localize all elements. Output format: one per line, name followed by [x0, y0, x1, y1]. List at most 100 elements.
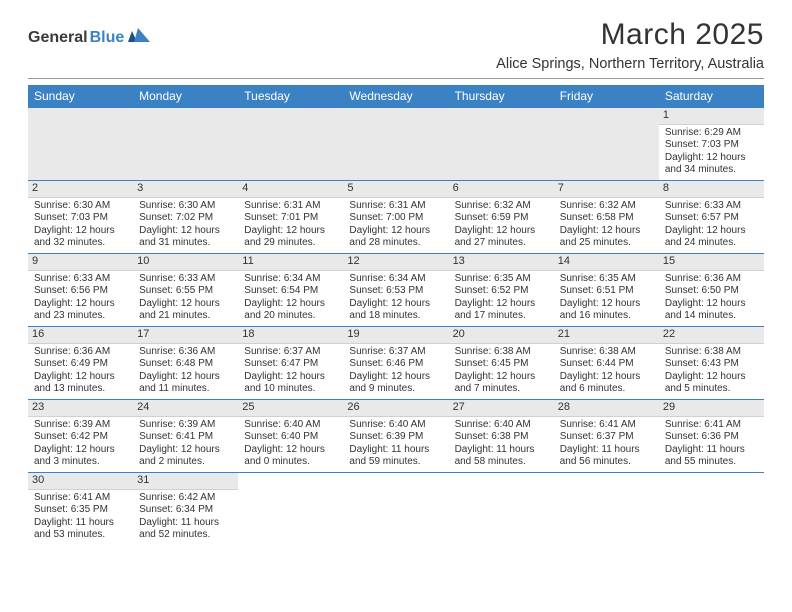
day2-text: and 53 minutes.	[34, 529, 129, 542]
day2-text: and 55 minutes.	[665, 456, 760, 469]
day1-text: Daylight: 12 hours	[560, 371, 655, 384]
sunrise-text: Sunrise: 6:42 AM	[139, 492, 234, 505]
sunset-text: Sunset: 6:35 PM	[34, 504, 129, 517]
day-cell: 4Sunrise: 6:31 AMSunset: 7:01 PMDaylight…	[238, 181, 343, 253]
day2-text: and 5 minutes.	[665, 383, 760, 396]
day1-text: Daylight: 12 hours	[455, 225, 550, 238]
week-row: 9 Sunrise: 6:33 AMSunset: 6:56 PM Daylight…	[28, 254, 764, 327]
sunrise-text: Sunrise: 6:41 AM	[34, 492, 129, 505]
day1-text: Daylight: 12 hours	[139, 225, 234, 238]
day-number: 2	[28, 181, 133, 198]
day-cell	[449, 108, 554, 180]
day1-text: Daylight: 11 hours	[349, 444, 444, 457]
sunrise-text: Sunrise: 6:35 AM	[560, 273, 655, 286]
sunset-text: Sunset: 6:52 PM	[455, 285, 550, 298]
sunset-text: Sunset: 6:59 PM	[455, 212, 550, 225]
day-cell: 26Sunrise: 6:40 AMSunset: 6:39 PMDayligh…	[343, 400, 448, 472]
day-cell: 2Sunrise: 6:30 AMSunset: 7:03 PMDaylight…	[28, 181, 133, 253]
page: General Blue March 2025 Alice Springs, N…	[0, 0, 792, 545]
day2-text: and 10 minutes.	[244, 383, 339, 396]
day1-text: Daylight: 12 hours	[244, 444, 339, 457]
day-cell	[238, 473, 343, 545]
day1-text: Daylight: 12 hours	[349, 298, 444, 311]
day2-text: and 52 minutes.	[139, 529, 234, 542]
day2-text: and 28 minutes.	[349, 237, 444, 250]
day-number: 27	[449, 400, 554, 417]
day-number: 29	[659, 400, 764, 417]
sunrise-text: Sunrise: 6:41 AM	[560, 419, 655, 432]
sunrise-text: Sunrise: 6:34 AM	[244, 273, 339, 286]
sunrise-text: Sunrise: 6:33 AM	[34, 273, 129, 286]
sunrise-text: Sunrise: 6:39 AM	[139, 419, 234, 432]
day-number: 8	[659, 181, 764, 198]
day2-text: and 23 minutes.	[34, 310, 129, 323]
day-cell: 21Sunrise: 6:38 AMSunset: 6:44 PMDayligh…	[554, 327, 659, 399]
sunset-text: Sunset: 6:51 PM	[560, 285, 655, 298]
sunrise-text: Sunrise: 6:39 AM	[34, 419, 129, 432]
day-cell: 3Sunrise: 6:30 AMSunset: 7:02 PMDaylight…	[133, 181, 238, 253]
title-block: March 2025 Alice Springs, Northern Terri…	[496, 18, 764, 72]
day-number: 1	[659, 108, 764, 125]
day-number: 6	[449, 181, 554, 198]
week-row: 2 Sunrise: 6:30 AM Sunset: 7:03 PM Daylight…	[28, 181, 764, 254]
sunset-text: Sunset: 6:44 PM	[560, 358, 655, 371]
week-row: 23Sunrise: 6:39 AMSunset: 6:42 PMDayligh…	[28, 400, 764, 473]
sunrise-text: Sunrise: 6:32 AM	[560, 200, 655, 213]
day1-text: Daylight: 12 hours	[244, 225, 339, 238]
day2-text: and 6 minutes.	[560, 383, 655, 396]
day-cell: 31Sunrise: 6:42 AMSunset: 6:34 PMDayligh…	[133, 473, 238, 545]
day2-text: and 27 minutes.	[455, 237, 550, 250]
sunrise-text: Sunrise: 6:36 AM	[665, 273, 760, 286]
day2-text: and 13 minutes.	[34, 383, 129, 396]
day2-text: and 29 minutes.	[244, 237, 339, 250]
sunrise-text: Sunrise: 6:41 AM	[665, 419, 760, 432]
day1-text: Daylight: 12 hours	[139, 298, 234, 311]
day-cell: 15Sunrise: 6:36 AMSunset: 6:50 PMDayligh…	[659, 254, 764, 326]
day-cell: 17Sunrise: 6:36 AMSunset: 6:48 PMDayligh…	[133, 327, 238, 399]
day-cell	[343, 473, 448, 545]
sunset-text: Sunset: 6:42 PM	[34, 431, 129, 444]
day2-text: and 20 minutes.	[244, 310, 339, 323]
day-number: 19	[343, 327, 448, 344]
sunrise-text: Sunrise: 6:30 AM	[139, 200, 234, 213]
day2-text: and 31 minutes.	[139, 237, 234, 250]
week-row: 16Sunrise: 6:36 AMSunset: 6:49 PMDayligh…	[28, 327, 764, 400]
sunset-text: Sunset: 6:53 PM	[349, 285, 444, 298]
day-cell: 7Sunrise: 6:32 AMSunset: 6:58 PMDaylight…	[554, 181, 659, 253]
sunset-text: Sunset: 7:02 PM	[139, 212, 234, 225]
day-cell	[554, 108, 659, 180]
day1-text: Daylight: 12 hours	[244, 298, 339, 311]
day-cell	[554, 473, 659, 545]
sunrise-text: Sunrise: 6:36 AM	[139, 346, 234, 359]
sunrise-text: Sunrise: 6:31 AM	[349, 200, 444, 213]
day-number: 5	[343, 181, 448, 198]
sunset-text: Sunset: 7:01 PM	[244, 212, 339, 225]
day2-text: and 17 minutes.	[455, 310, 550, 323]
sunset-text: Sunset: 6:55 PM	[139, 285, 234, 298]
day-number: 26	[343, 400, 448, 417]
day-cell	[659, 473, 764, 545]
day1-text: Daylight: 12 hours	[139, 371, 234, 384]
day1-text: Daylight: 12 hours	[244, 371, 339, 384]
day1-text: Daylight: 11 hours	[560, 444, 655, 457]
day2-text: and 34 minutes.	[665, 164, 760, 177]
day1-text: Daylight: 12 hours	[349, 371, 444, 384]
weekday-label: Thursday	[449, 85, 554, 108]
day-number: 9	[28, 254, 133, 271]
day-number: 25	[238, 400, 343, 417]
day-cell: 19Sunrise: 6:37 AMSunset: 6:46 PMDayligh…	[343, 327, 448, 399]
sunset-text: Sunset: 6:54 PM	[244, 285, 339, 298]
sunset-text: Sunset: 6:50 PM	[665, 285, 760, 298]
day-number: 11	[238, 254, 343, 271]
sunset-text: Sunset: 6:36 PM	[665, 431, 760, 444]
day2-text: and 14 minutes.	[665, 310, 760, 323]
sunrise-text: Sunrise: 6:34 AM	[349, 273, 444, 286]
day-cell	[238, 108, 343, 180]
sunset-text: Sunset: 7:03 PM	[34, 212, 129, 225]
day-number: 4	[238, 181, 343, 198]
day-cell: 12Sunrise: 6:34 AMSunset: 6:53 PMDayligh…	[343, 254, 448, 326]
weekday-label: Friday	[554, 85, 659, 108]
sunset-text: Sunset: 6:46 PM	[349, 358, 444, 371]
day1-text: Daylight: 12 hours	[665, 225, 760, 238]
sunset-text: Sunset: 6:56 PM	[34, 285, 129, 298]
